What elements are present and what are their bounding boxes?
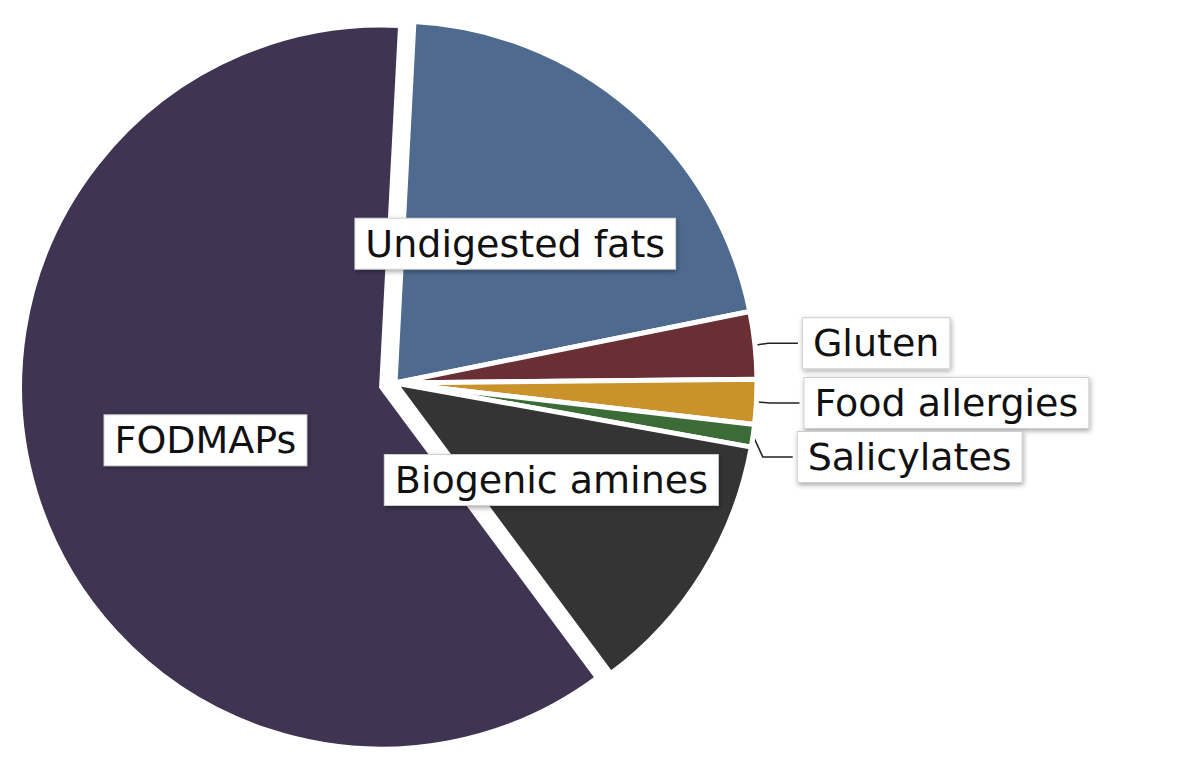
svg-text:Food allergies: Food allergies [814,381,1078,425]
svg-text:Salicylates: Salicylates [808,435,1012,479]
svg-text:Gluten: Gluten [813,321,939,365]
svg-text:FODMAPs: FODMAPs [115,418,297,462]
svg-text:Undigested fats: Undigested fats [365,222,665,266]
svg-text:Biogenic amines: Biogenic amines [395,458,708,502]
